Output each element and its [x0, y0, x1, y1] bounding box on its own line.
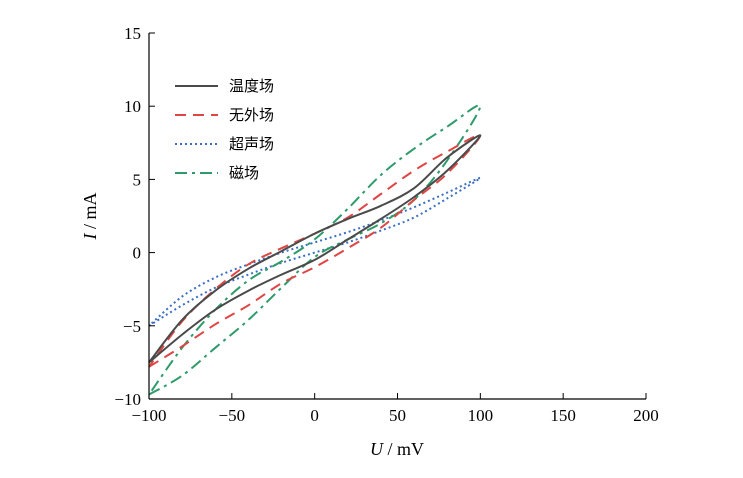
- series-layer: [148, 104, 482, 396]
- y-tick-label: 15: [124, 24, 141, 43]
- x-tick-label: 200: [633, 406, 659, 425]
- y-tick-label: 10: [124, 97, 141, 116]
- series-line-1: [148, 134, 482, 364]
- legend-label: 磁场: [229, 164, 259, 182]
- y-tick-label: −10: [114, 390, 141, 409]
- x-ticks: −100 −50 0 50 100 150 200: [131, 393, 659, 425]
- x-tick-label: 50: [389, 406, 406, 425]
- x-tick-label: −100: [131, 406, 166, 425]
- x-tick-label: 150: [550, 406, 576, 425]
- legend-label: 无外场: [229, 106, 274, 124]
- series-line-4: [148, 104, 482, 396]
- x-tick-label: 0: [310, 406, 319, 425]
- y-axis-title: I / mA: [80, 192, 100, 240]
- x-axis-title: U / mV: [370, 439, 424, 459]
- y-tick-label: 5: [133, 170, 142, 189]
- y-tick-label: 0: [133, 244, 142, 263]
- x-tick-label: 100: [468, 406, 494, 425]
- legend-label: 超声场: [229, 135, 274, 153]
- y-tick-label: −5: [123, 317, 141, 336]
- y-ticks: −10 −5 0 5 10 15: [114, 24, 155, 409]
- legend-label: 温度场: [229, 77, 274, 95]
- x-tick-label: −50: [219, 406, 246, 425]
- series-line-2: [148, 133, 482, 368]
